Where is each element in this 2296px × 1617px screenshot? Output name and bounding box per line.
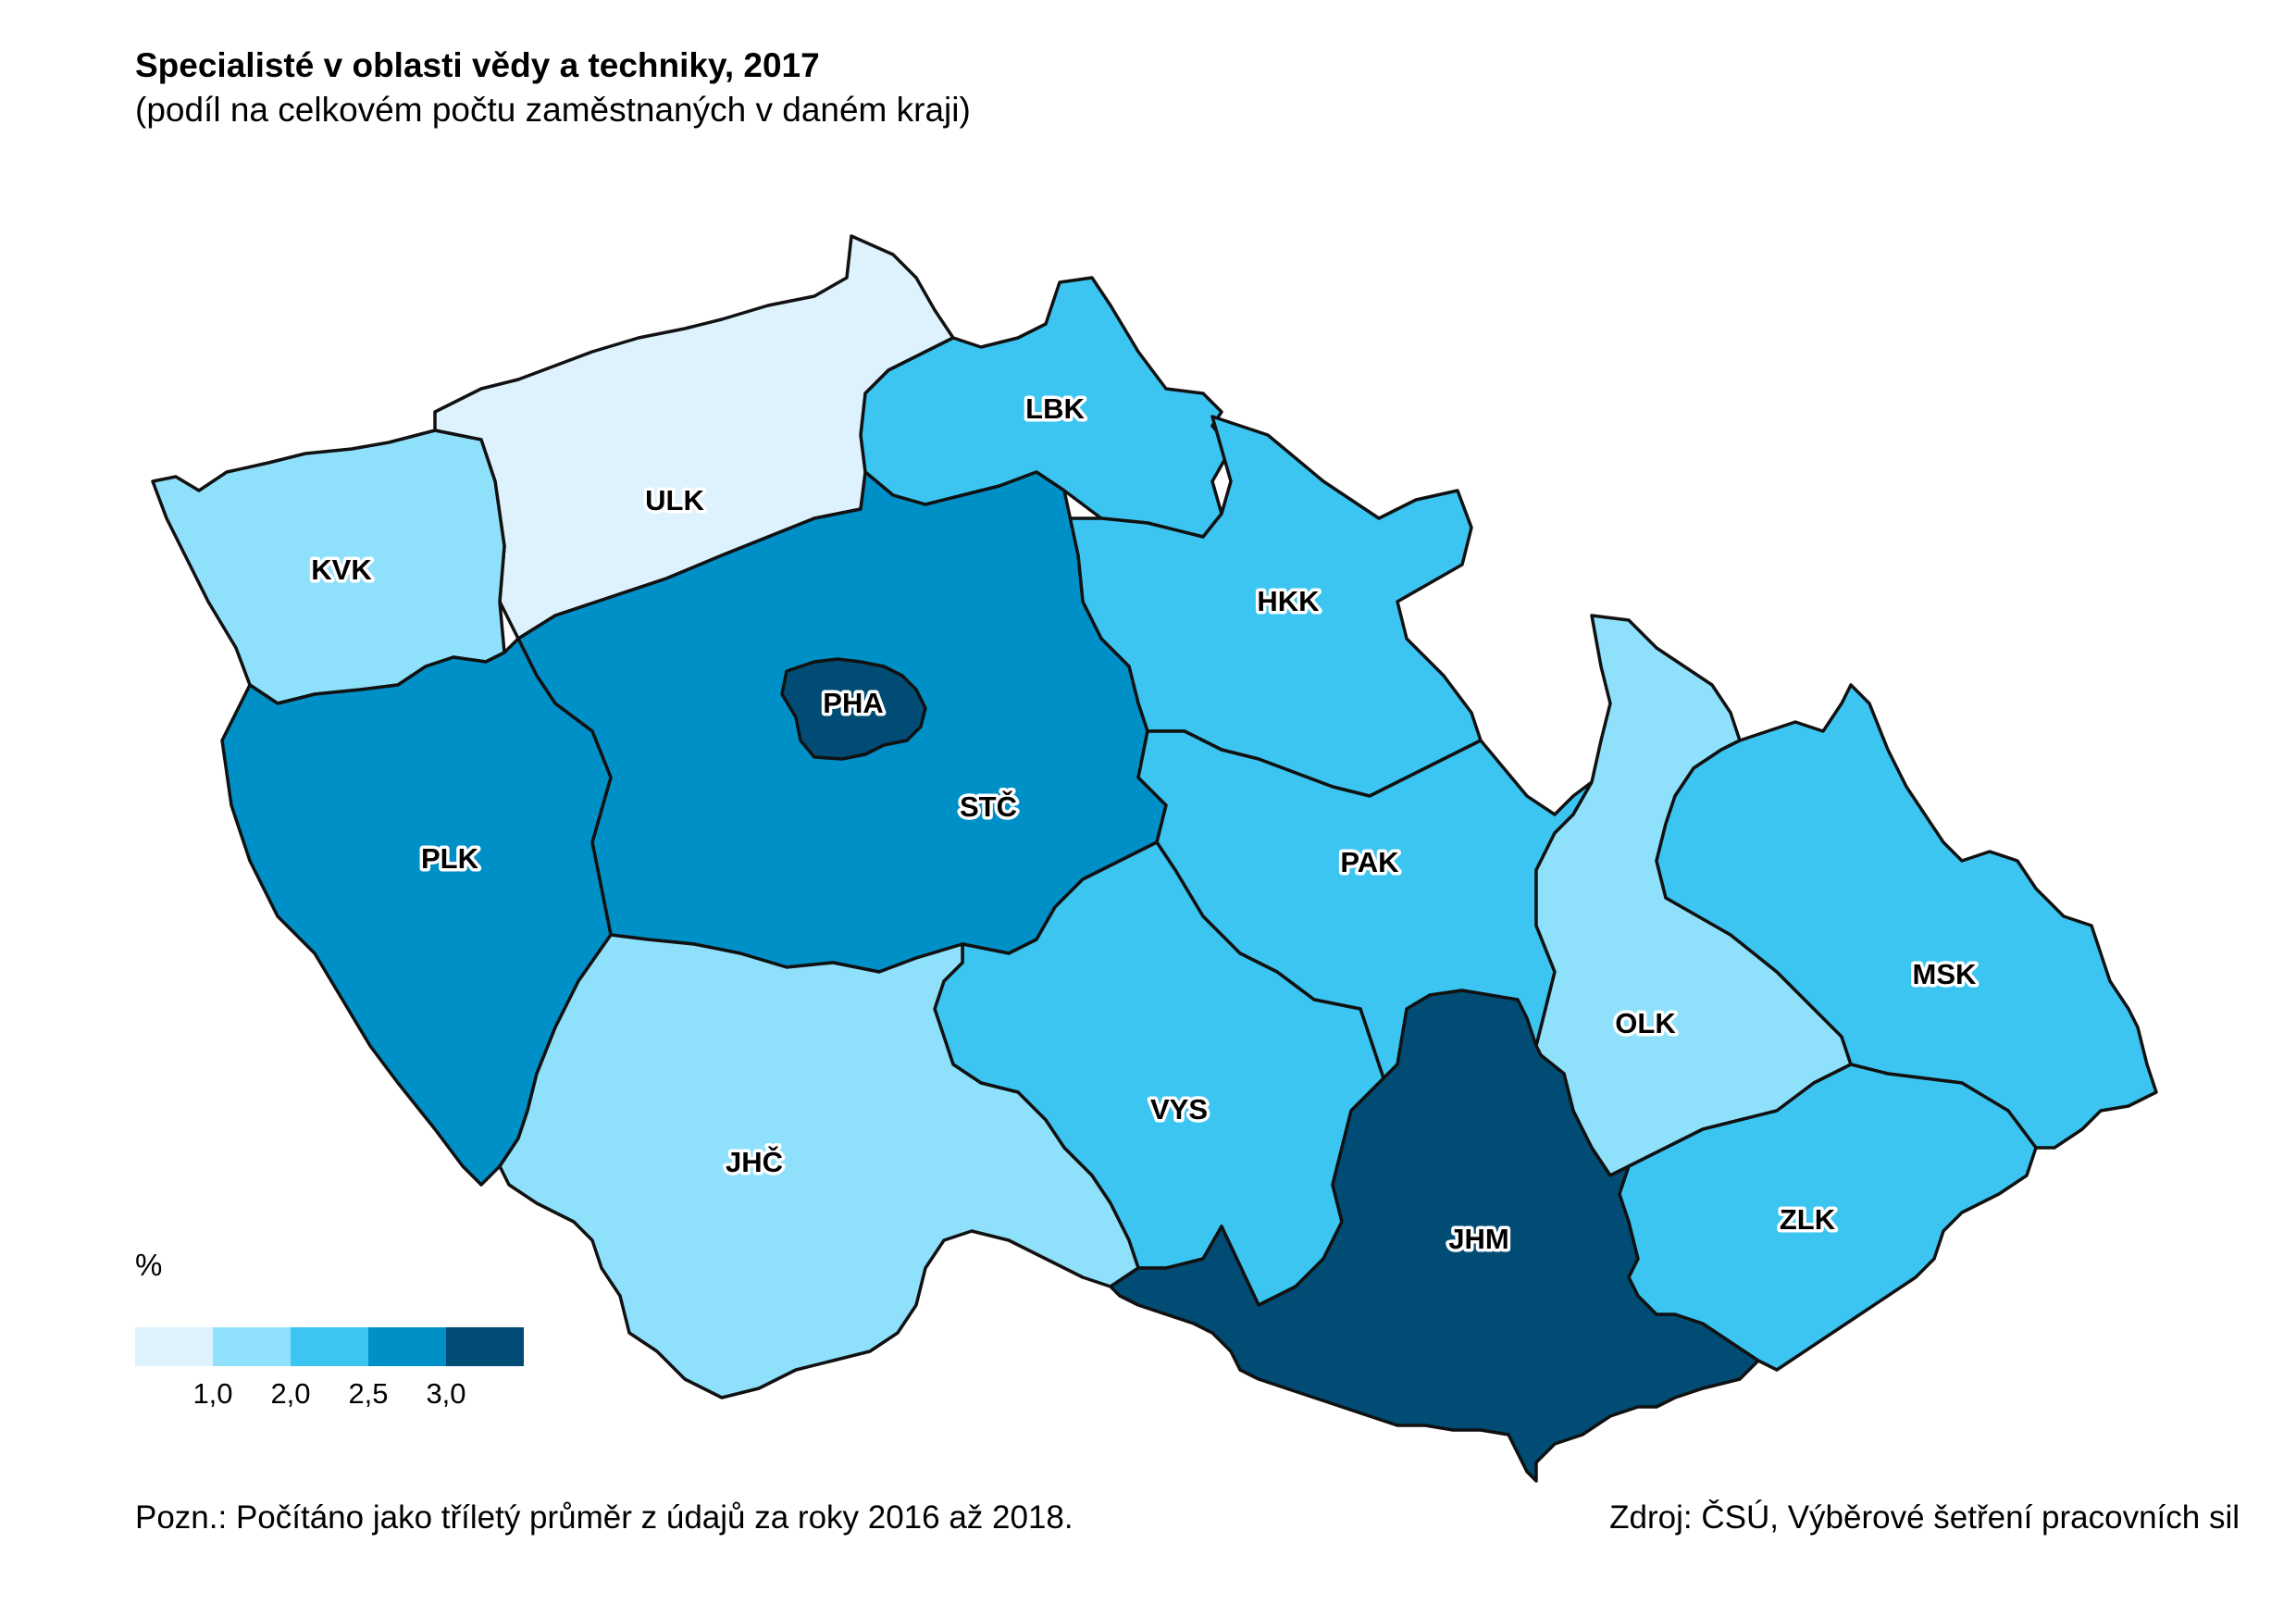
legend-tick: 2,5 bbox=[348, 1377, 389, 1410]
region-label-JHM: JHM bbox=[1448, 1223, 1508, 1255]
region-PHA bbox=[780, 657, 927, 761]
source-note: Zdroj: ČSÚ, Výběrové šetření pracovních … bbox=[1609, 1499, 2240, 1536]
legend-tick: 1,0 bbox=[192, 1377, 233, 1410]
region-label-PLK: PLK bbox=[421, 842, 479, 875]
legend-swatch-5 bbox=[446, 1327, 524, 1366]
legend-swatch-2 bbox=[213, 1327, 291, 1366]
region-label-OLK: OLK bbox=[1615, 1007, 1676, 1039]
region-JHC bbox=[498, 933, 1140, 1399]
region-label-JHC: JHČ bbox=[726, 1145, 783, 1178]
map-subtitle: (podíl na celkovém počtu zaměstnaných v … bbox=[135, 91, 971, 129]
region-ZLK bbox=[1618, 1063, 2038, 1372]
region-MSK bbox=[1655, 683, 2158, 1150]
region-label-LBK: LBK bbox=[1025, 392, 1085, 425]
legend-tick: 3,0 bbox=[426, 1377, 466, 1410]
region-label-STC: STČ bbox=[960, 790, 1017, 823]
legend-unit: % bbox=[135, 1248, 163, 1282]
legend-swatch-4 bbox=[368, 1327, 446, 1366]
region-JHM bbox=[1109, 989, 1760, 1483]
region-label-ULK: ULK bbox=[645, 484, 704, 516]
legend-color-scale bbox=[135, 1327, 524, 1366]
footnote: Pozn.: Počítáno jako tříletý průměr z úd… bbox=[135, 1499, 1074, 1536]
legend-swatch-3 bbox=[291, 1327, 368, 1366]
legend-tick: 2,0 bbox=[270, 1377, 311, 1410]
region-label-KVK: KVK bbox=[311, 554, 372, 586]
region-label-PHA: PHA bbox=[823, 687, 883, 719]
legend-swatch-1 bbox=[135, 1327, 213, 1366]
region-label-VYS: VYS bbox=[1150, 1093, 1208, 1126]
region-label-PAK: PAK bbox=[1340, 846, 1399, 878]
map-title: Specialisté v oblasti vědy a techniky, 2… bbox=[135, 46, 820, 84]
region-label-HKK: HKK bbox=[1257, 585, 1320, 617]
legend-ticks: 1,0 2,0 2,5 3,0 bbox=[135, 1377, 524, 1414]
region-label-ZLK: ZLK bbox=[1780, 1203, 1836, 1236]
region-label-MSK: MSK bbox=[1913, 958, 1978, 990]
